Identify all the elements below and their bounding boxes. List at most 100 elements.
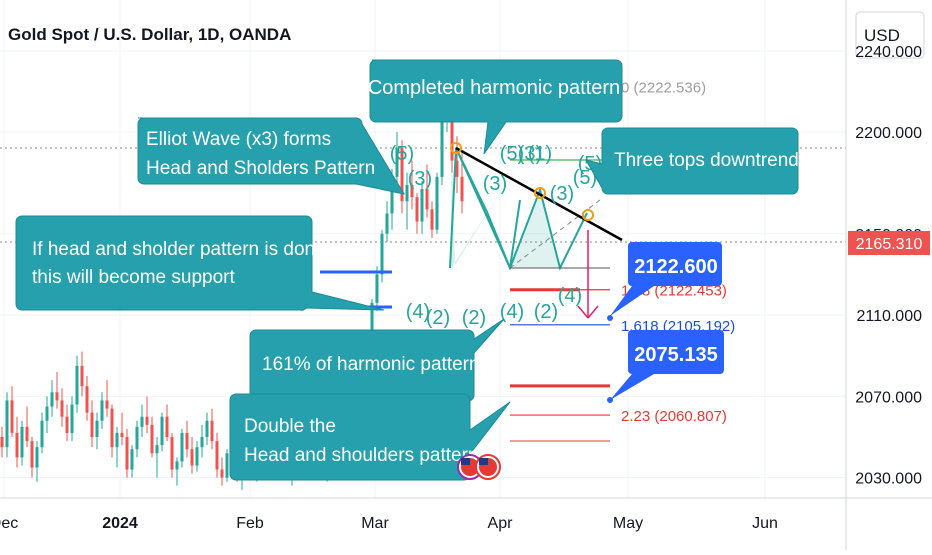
candle-body	[410, 184, 414, 198]
wave-label: (5)	[500, 143, 524, 165]
candle-body	[435, 176, 439, 230]
callout-support-line1: If head and sholder pattern is done	[32, 239, 326, 260]
candle-body	[460, 176, 464, 202]
callout-elliot-line1: Elliot Wave (x3) forms	[146, 129, 331, 150]
candle-body	[165, 416, 169, 438]
price-axis[interactable]	[846, 0, 932, 550]
callout-harmonic-text: Completed harmonic pattern	[368, 77, 620, 99]
candle-body	[175, 461, 179, 470]
target-badge-1-text: 2122.600	[634, 256, 717, 278]
candle-body	[15, 432, 19, 458]
callout-161[interactable]: 161% of harmonic pattern	[249, 318, 505, 402]
wave-label: (4)	[500, 301, 524, 323]
wave-label: (1)	[528, 143, 552, 165]
candle-body	[220, 469, 224, 478]
candle-body	[195, 447, 199, 466]
target-badge-2[interactable]: 2075.135	[607, 330, 724, 403]
candle-body	[30, 441, 34, 468]
candle-body	[145, 416, 149, 425]
target-badge-1[interactable]: 2122.600	[607, 242, 722, 321]
y-tick-label: 2030.000	[855, 471, 922, 488]
candle-body	[50, 392, 54, 407]
candle-body	[130, 449, 134, 470]
callout-double[interactable]: Double the Head and shoulders pattern	[229, 393, 511, 481]
top-marker-1	[450, 142, 462, 154]
candle-body	[155, 445, 159, 454]
last-price-label: 2165.310	[856, 236, 923, 253]
candle-body	[80, 365, 84, 387]
candle-body	[390, 176, 394, 214]
candle-body	[160, 416, 164, 446]
wave-label: (4)	[406, 301, 430, 323]
callout-elliot[interactable]: Elliot Wave (x3) forms Head and Sholders…	[137, 117, 406, 195]
fib-label: 2.23 (2060.807)	[621, 408, 727, 425]
candle-body	[150, 424, 154, 454]
x-tick-label: Jun	[752, 515, 778, 532]
candle-body	[90, 412, 94, 438]
candle-body	[135, 426, 139, 450]
candle-body	[65, 416, 69, 433]
candle-body	[75, 365, 79, 405]
wave-label: (3)	[518, 143, 542, 165]
wave-label: (5)	[573, 167, 597, 189]
x-tick-label: Dec	[0, 515, 18, 532]
currency-button[interactable]: USD	[855, 11, 925, 59]
candle-body	[225, 453, 229, 478]
candle-body	[85, 386, 89, 413]
candle-body	[5, 400, 9, 448]
candle-body	[140, 416, 144, 427]
x-tick-label: Feb	[236, 515, 264, 532]
currency-label: USD	[864, 26, 900, 45]
top-marker-3	[582, 209, 594, 221]
candle-body	[35, 447, 39, 468]
economic-event-icons[interactable]	[457, 454, 501, 480]
wave-label: (2)	[462, 307, 486, 329]
callout-three-tops[interactable]: Three tops downtrend	[584, 127, 799, 195]
y-tick-label: 2070.000	[855, 389, 922, 406]
top-marker-2	[534, 187, 546, 199]
candle-body	[425, 189, 429, 210]
symbol-title: Gold Spot / U.S. Dollar, 1D, OANDA	[8, 25, 291, 44]
candle-body	[375, 274, 379, 303]
candle-body	[125, 437, 129, 470]
wave-label: (3)	[408, 168, 432, 190]
callout-double-line2: Head and shoulders pattern	[244, 445, 479, 466]
candle-body	[450, 87, 454, 161]
last-price-badge: 2165.310	[848, 231, 930, 255]
candle-body	[455, 160, 459, 177]
callout-support[interactable]: If head and sholder pattern is done this…	[15, 215, 385, 311]
candle-body	[440, 115, 444, 177]
x-axis-ticks: Dec 2024 Feb Mar Apr May Jun	[0, 515, 778, 532]
candle-body	[10, 400, 14, 433]
candle-body	[120, 432, 124, 438]
candle-body	[430, 209, 434, 230]
callout-harmonic[interactable]: Completed harmonic pattern	[368, 59, 623, 155]
candle-body	[395, 148, 399, 177]
x-tick-label: Apr	[488, 515, 514, 532]
candle-body	[420, 189, 424, 222]
wave-label: (4)	[558, 285, 582, 307]
candle-body	[25, 426, 29, 442]
candle-body	[40, 420, 44, 448]
wave-label: (3)	[483, 173, 507, 195]
candle-body	[55, 392, 59, 401]
x-tick-label: 2024	[102, 515, 138, 532]
candle-body	[200, 437, 204, 448]
candle-body	[210, 420, 214, 442]
wave-label: (2)	[534, 301, 558, 323]
target-badge-2-text: 2075.135	[634, 344, 717, 366]
y-tick-label: 2240.000	[855, 44, 922, 61]
candle-body	[205, 420, 209, 438]
wave-label: (2)	[426, 307, 450, 329]
wave-label: (3)	[550, 183, 574, 205]
candle-body	[215, 441, 219, 470]
y-tick-label: 2110.000	[856, 308, 922, 325]
candle-body	[415, 197, 419, 222]
candle-body	[405, 184, 409, 202]
candle-body	[100, 400, 104, 421]
callout-elliot-line2: Head and Sholders Pattern	[146, 158, 375, 179]
candle-body	[385, 213, 389, 234]
candle-body	[110, 408, 114, 448]
